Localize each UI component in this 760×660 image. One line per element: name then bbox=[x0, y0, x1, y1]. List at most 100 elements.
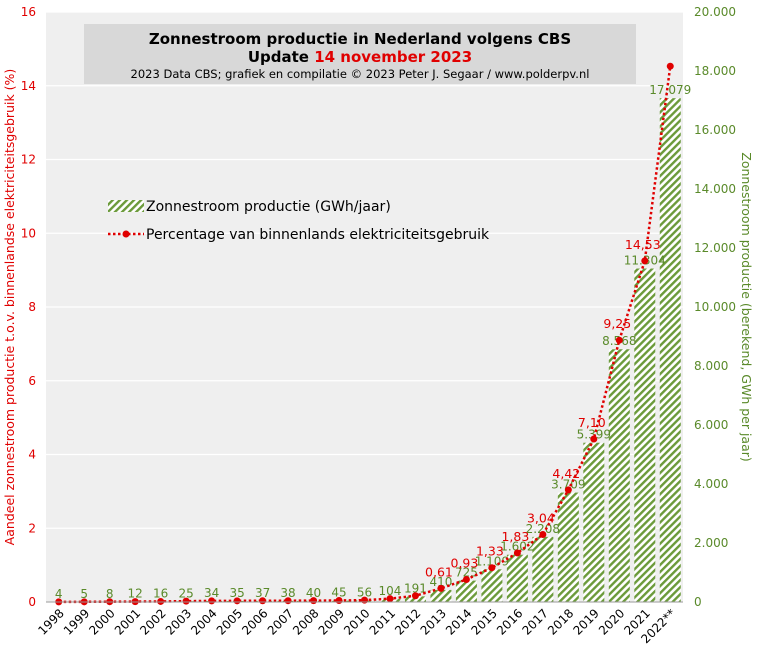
x-tick-label: 2007 bbox=[265, 606, 296, 637]
right-tick-label: 0 bbox=[694, 595, 702, 609]
percentage-point bbox=[182, 597, 190, 605]
x-tick-label: 2001 bbox=[112, 606, 143, 637]
left-tick-label: 12 bbox=[21, 153, 36, 167]
right-axis: 0 2.000 4.000 6.000 8.000 10.000 12.000 14.000 1… bbox=[694, 5, 736, 609]
subtitle-prefix: Update bbox=[248, 48, 314, 66]
percentage-value-label: 0,93 bbox=[450, 556, 478, 571]
left-tick-label: 10 bbox=[21, 226, 36, 240]
left-tick-label: 14 bbox=[21, 79, 36, 93]
bar-value-label: 1.602 bbox=[500, 540, 534, 554]
x-tick-label: 2011 bbox=[367, 606, 398, 637]
right-tick-label: 18.000 bbox=[694, 64, 736, 78]
percentage-value-label: 7,10 bbox=[578, 415, 606, 430]
right-axis-title: Zonnestroom productie (berekend, GWh per… bbox=[739, 152, 754, 462]
bar-value-label: 35 bbox=[229, 586, 244, 600]
left-tick-label: 2 bbox=[28, 521, 36, 535]
chart-credit: 2023 Data CBS; grafiek en compilatie © 2… bbox=[131, 67, 590, 81]
percentage-point bbox=[615, 336, 623, 344]
bar-value-label: 56 bbox=[357, 585, 372, 599]
x-tick-label: 2005 bbox=[214, 606, 245, 637]
bar bbox=[608, 349, 630, 602]
left-tick-label: 6 bbox=[28, 374, 36, 388]
right-tick-label: 2.000 bbox=[694, 536, 728, 550]
percentage-point bbox=[361, 596, 368, 604]
legend-line-marker bbox=[122, 230, 130, 238]
chart-title: Zonnestroom productie in Nederland volge… bbox=[149, 30, 571, 48]
percentage-value-label: 3,04 bbox=[527, 511, 555, 526]
percentage-labels: 0,610,931,331,83 3,04 4,42 7,10 9,25 14,53 bbox=[425, 237, 661, 579]
x-tick-label: 2013 bbox=[418, 606, 449, 637]
right-tick-label: 12.000 bbox=[694, 241, 736, 255]
bar-value-label: 40 bbox=[306, 586, 321, 600]
legend-bar-swatch bbox=[108, 200, 144, 212]
bar-labels: 4 5 8 12 16 25 34 35 37 38 40 45 56 104 191 4107251.109… bbox=[55, 83, 691, 601]
bar-value-label: 38 bbox=[280, 586, 295, 600]
percentage-point bbox=[259, 597, 267, 605]
left-axis-title: Aandeel zonnestroom productie t.o.v. bin… bbox=[2, 69, 17, 546]
x-tick-label: 2019 bbox=[570, 606, 601, 637]
left-axis: 0 2 4 6 8 10 12 14 16 bbox=[21, 5, 36, 609]
percentage-point bbox=[233, 597, 241, 605]
bar-value-label: 16 bbox=[153, 587, 168, 601]
bar-value-label: 34 bbox=[204, 586, 219, 600]
x-tick-label: 1998 bbox=[35, 606, 66, 637]
percentage-value-label: 1,33 bbox=[476, 544, 504, 559]
percentage-point bbox=[437, 584, 445, 592]
x-tick-label: 2012 bbox=[392, 606, 423, 637]
percentage-point bbox=[335, 596, 343, 604]
bar-value-label: 45 bbox=[331, 586, 346, 600]
subtitle-date: 14 november 2023 bbox=[314, 48, 472, 66]
percentage-value-label: 1,83 bbox=[501, 529, 529, 544]
bar bbox=[430, 589, 452, 602]
right-tick-label: 6.000 bbox=[694, 418, 728, 432]
bar bbox=[583, 442, 605, 602]
bar bbox=[659, 98, 681, 603]
bar-value-label: 104 bbox=[379, 584, 402, 598]
x-tick-label: 2018 bbox=[545, 606, 576, 637]
bar-value-label: 1.109 bbox=[475, 554, 509, 568]
x-tick-label: 2009 bbox=[316, 606, 347, 637]
chart-subtitle: Update 14 november 2023 bbox=[248, 48, 472, 66]
bar-value-label: 37 bbox=[255, 586, 270, 600]
right-tick-label: 16.000 bbox=[694, 123, 736, 137]
title-box: Zonnestroom productie in Nederland volge… bbox=[84, 24, 636, 84]
bar-value-label: 12 bbox=[128, 587, 143, 601]
bar bbox=[481, 569, 503, 602]
x-tick-label: 2004 bbox=[188, 606, 219, 637]
bar bbox=[557, 492, 579, 602]
percentage-point bbox=[310, 597, 318, 605]
percentage-point bbox=[157, 597, 165, 605]
percentage-point bbox=[411, 592, 419, 600]
x-tick-label: 2006 bbox=[239, 606, 270, 637]
legend: Zonnestroom productie (GWh/jaar) Percent… bbox=[108, 199, 490, 243]
percentage-point bbox=[666, 62, 674, 70]
right-tick-label: 14.000 bbox=[694, 182, 736, 196]
percentage-point bbox=[386, 595, 394, 603]
x-tick-label: 2014 bbox=[443, 606, 474, 637]
right-tick-label: 8.000 bbox=[694, 359, 728, 373]
percentage-point bbox=[539, 531, 547, 539]
bar bbox=[532, 536, 554, 602]
percentage-point bbox=[564, 486, 572, 494]
x-tick-label: 2008 bbox=[290, 606, 321, 637]
percentage-line bbox=[55, 62, 674, 606]
x-tick-label: 2016 bbox=[494, 606, 525, 637]
percentage-value-label: 4,42 bbox=[552, 466, 580, 481]
x-tick-label: 2003 bbox=[163, 606, 194, 637]
x-tick-label: 1999 bbox=[61, 606, 92, 637]
bar-value-label: 4 bbox=[55, 587, 63, 601]
x-tick-label: 2002 bbox=[137, 606, 168, 637]
bar-value-label: 191 bbox=[404, 581, 427, 595]
bar bbox=[506, 554, 528, 602]
percentage-point bbox=[284, 597, 292, 605]
percentage-point bbox=[208, 597, 216, 605]
percentage-value-label: 0,61 bbox=[425, 564, 453, 579]
percentage-point bbox=[590, 435, 598, 443]
percentage-value-label: 14,53 bbox=[625, 237, 661, 252]
x-axis: 1998199920002001200220032004200520062007… bbox=[35, 601, 683, 646]
right-tick-label: 4.000 bbox=[694, 477, 728, 491]
left-tick-label: 8 bbox=[28, 300, 36, 314]
legend-bar-label: Zonnestroom productie (GWh/jaar) bbox=[146, 199, 391, 215]
